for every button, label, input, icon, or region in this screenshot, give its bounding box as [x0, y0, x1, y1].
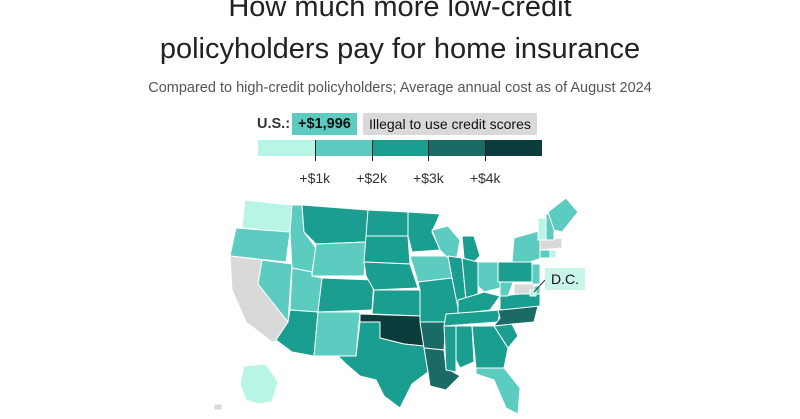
us-value-badge: +$1,996 — [292, 113, 357, 135]
illegal-legend-badge: Illegal to use credit scores — [363, 113, 537, 135]
state-nd — [365, 209, 409, 237]
color-scale — [258, 140, 542, 156]
scale-tick-0 — [314, 140, 316, 161]
state-fl — [475, 367, 521, 415]
scale-swatch-3 — [428, 140, 486, 156]
state-ia — [409, 255, 453, 283]
title-line-1: How much more low-credit — [228, 0, 572, 23]
state-tx — [337, 321, 429, 409]
dc-label: D.C. — [545, 268, 585, 290]
scale-swatch-0 — [258, 140, 315, 156]
scale-tick-1 — [371, 140, 373, 161]
state-al — [455, 325, 475, 369]
state-co — [317, 277, 375, 313]
state-wy — [311, 241, 367, 277]
scale-swatch-2 — [371, 140, 429, 156]
us-label: U.S.: — [257, 116, 291, 132]
state-ar — [419, 321, 447, 351]
scale-tick-label-1: +$2k — [356, 170, 387, 186]
subtitle: Compared to high-credit policyholders; A… — [148, 80, 652, 96]
scale-tick-label-3: +$4k — [469, 170, 501, 186]
state-ak — [239, 363, 279, 405]
state-la — [423, 347, 461, 391]
scale-tick-label-2: +$3k — [413, 170, 444, 186]
legend-header: U.S.: +$1,996 Illegal to use credit scor… — [0, 113, 800, 137]
scale-tick-3 — [485, 140, 487, 161]
dc-connector-line — [533, 279, 546, 293]
state-nm — [313, 311, 361, 357]
state-ma — [539, 237, 563, 251]
state-or — [229, 227, 291, 263]
state-hi — [213, 403, 223, 411]
scale-swatch-4 — [485, 140, 542, 156]
scale-swatch-1 — [314, 140, 372, 156]
state-ga — [471, 325, 509, 369]
state-wa — [241, 199, 293, 233]
state-ms — [443, 325, 457, 373]
state-mt — [301, 204, 369, 245]
state-ks — [371, 289, 421, 317]
state-sd — [363, 235, 411, 265]
scale-tick-label-0: +$1k — [299, 170, 331, 186]
state-vt — [537, 217, 547, 241]
state-me — [547, 197, 579, 233]
state-oh — [477, 261, 501, 293]
title-line-2: policyholders pay for home insurance — [159, 33, 641, 65]
state-nj — [531, 263, 541, 285]
state-ri — [549, 249, 557, 259]
state-ct — [539, 249, 551, 259]
scale-tick-2 — [428, 140, 430, 161]
state-pa — [497, 261, 533, 283]
state-ne — [363, 261, 419, 291]
